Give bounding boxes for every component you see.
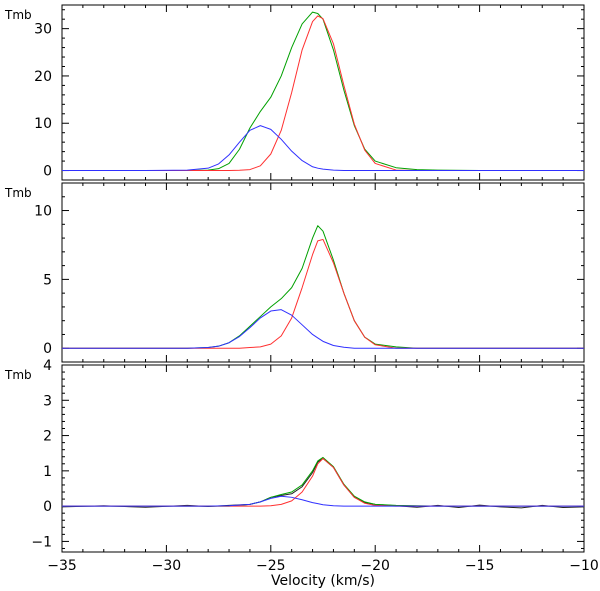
- spectrum-line-1-2: [62, 15, 584, 172]
- y-tick-label: 10: [34, 116, 52, 132]
- y-tick-label: 0: [43, 164, 52, 180]
- y-tick-label: 4: [43, 358, 52, 374]
- y-tick-label: 0: [43, 499, 52, 515]
- spectrum-line-2-3: [62, 309, 584, 349]
- y-axis-label: Tmb: [4, 8, 32, 22]
- spectrum-line-3-2: [62, 456, 584, 507]
- spectrum-line-1-3: [62, 125, 584, 172]
- y-axis-label: Tmb: [4, 368, 32, 382]
- spectrum-line-3-4: [62, 495, 584, 507]
- x-tick-label: −30: [152, 558, 182, 574]
- x-tick-label: −15: [465, 558, 495, 574]
- plot-frame-1: [61, 4, 585, 181]
- spectrum-line-1-1: [62, 11, 584, 172]
- y-tick-label: 1: [43, 464, 52, 480]
- spectrum-line-3-1: [61, 458, 585, 509]
- plot-frame-3: [61, 364, 585, 553]
- y-tick-label: 0: [43, 341, 52, 357]
- x-tick-label: −20: [360, 558, 390, 574]
- y-tick-label: 5: [43, 272, 52, 288]
- spectrum-line-3-3: [62, 458, 584, 507]
- y-tick-label: 3: [43, 393, 52, 409]
- x-tick-label: −25: [256, 558, 286, 574]
- y-tick-label: 30: [34, 22, 52, 38]
- x-tick-label: −10: [569, 558, 599, 574]
- y-axis-label: Tmb: [4, 186, 32, 200]
- x-tick-label: −35: [47, 558, 77, 574]
- spectrum-line-2-2: [62, 238, 584, 349]
- y-tick-label: 20: [34, 69, 52, 85]
- plot-frame-2: [61, 182, 585, 363]
- spectrum-line-2-1: [62, 225, 584, 349]
- y-tick-label: 2: [43, 429, 52, 445]
- y-tick-label: −1: [31, 534, 52, 550]
- x-axis-label: Velocity (km/s): [271, 573, 375, 589]
- y-tick-label: 10: [34, 204, 52, 220]
